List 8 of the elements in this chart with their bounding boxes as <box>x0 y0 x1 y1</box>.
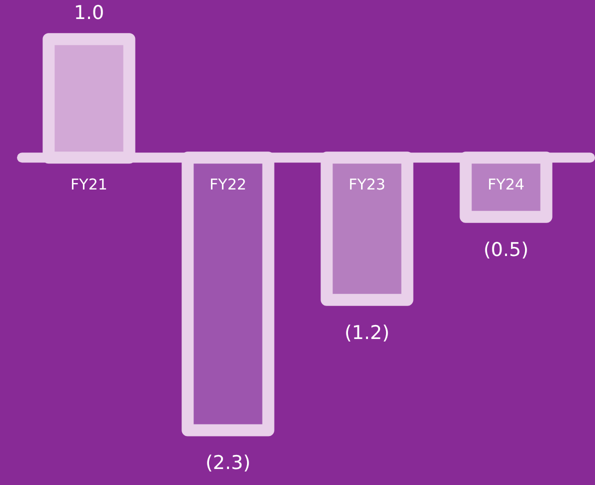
x-tick-label: FY21 <box>70 176 108 194</box>
data-label: (1.2) <box>344 322 390 344</box>
data-label: (0.5) <box>484 238 529 261</box>
data-label: (2.3) <box>205 452 251 474</box>
data-label: 1.0 <box>74 2 104 24</box>
x-tick-label: FY24 <box>488 176 524 194</box>
x-tick-label: FY23 <box>348 176 386 194</box>
x-tick-label: FY22 <box>210 176 246 194</box>
